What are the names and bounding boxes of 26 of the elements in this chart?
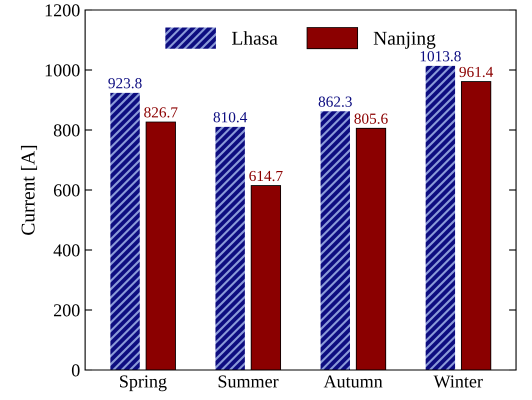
- x-tick-label: Winter: [434, 375, 483, 388]
- x-tick-label: Spring: [120, 375, 167, 392]
- legend-label: Lhasa: [232, 31, 278, 45]
- data-label: 961.4: [459, 66, 494, 78]
- data-label: 923.8: [108, 78, 142, 88]
- y-tick-label: 0: [72, 364, 80, 376]
- y-tick-label: 200: [54, 304, 80, 316]
- y-tick-label: 400: [54, 244, 80, 256]
- bar: [320, 111, 350, 370]
- data-label: 862.3: [318, 96, 352, 107]
- y-axis-title: Current [A]: [20, 146, 38, 235]
- data-label: 1013.8: [420, 51, 461, 62]
- bar: [426, 66, 456, 370]
- y-tick-label: 600: [54, 184, 80, 196]
- legend-label: Nanjing: [374, 32, 436, 49]
- y-tick-label: 800: [54, 124, 80, 136]
- data-label: 614.7: [249, 170, 283, 182]
- y-tick-label: 1000: [46, 64, 80, 76]
- bar: [215, 126, 245, 370]
- x-tick-label: Autumn: [324, 375, 382, 388]
- bar: [110, 92, 140, 370]
- data-label: 805.6: [354, 114, 388, 124]
- y-tick-label: 1200: [46, 4, 80, 16]
- x-tick-label: Summer: [218, 375, 278, 388]
- data-label: 810.4: [214, 112, 248, 122]
- data-label: 826.7: [144, 107, 178, 118]
